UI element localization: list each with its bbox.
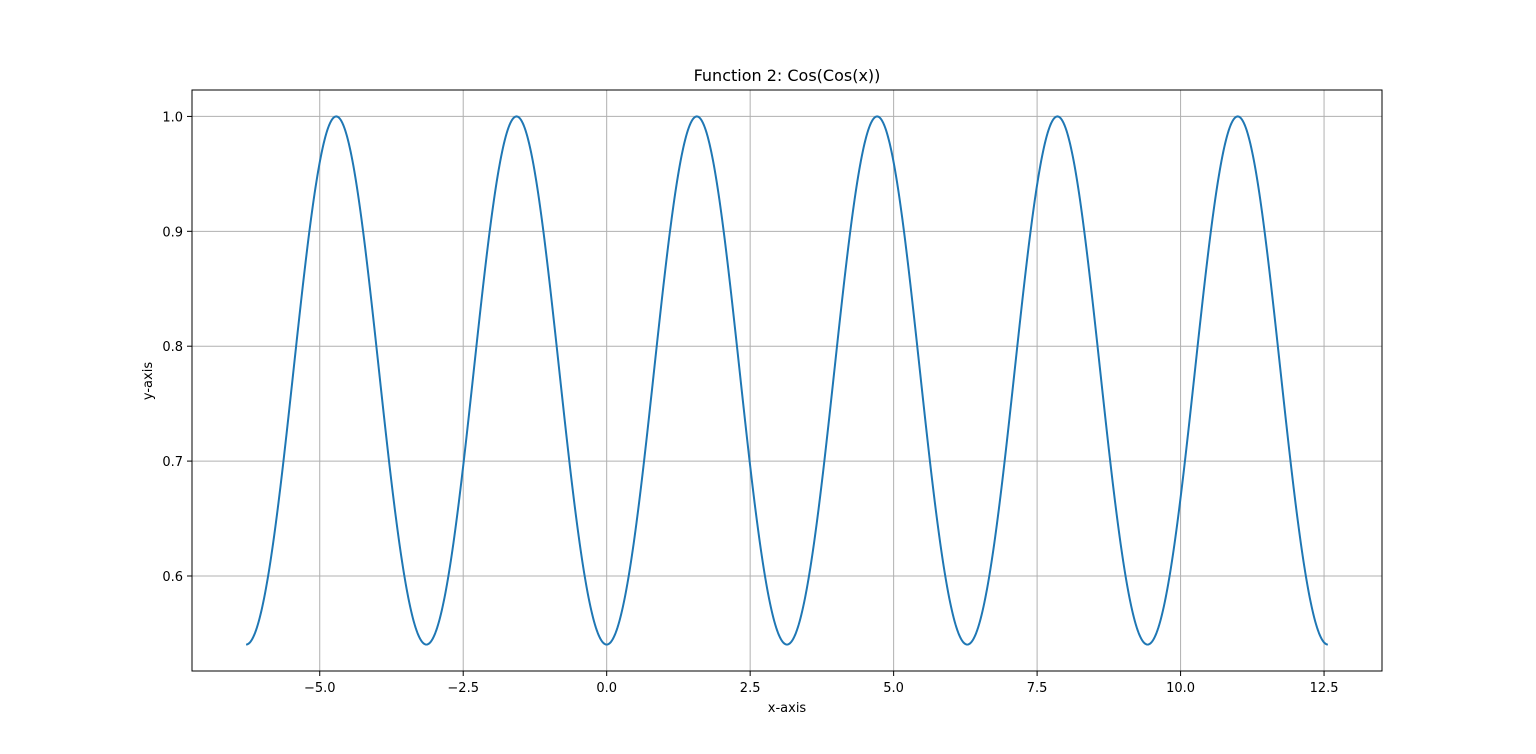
data-point — [538, 198, 540, 200]
data-point — [763, 573, 765, 575]
data-point — [1237, 115, 1239, 117]
data-point — [313, 198, 315, 200]
data-point — [786, 644, 788, 646]
y-axis-ticks: 0.6 0.7 0.8 0.9 1.0 — [162, 110, 192, 585]
data-point — [1147, 644, 1149, 646]
data-point — [493, 198, 495, 200]
data-point — [1034, 198, 1036, 200]
data-point — [335, 115, 337, 117]
y-tick-label: 1.0 — [162, 110, 183, 125]
x-tick-label: 0.0 — [596, 681, 617, 696]
series-layer — [245, 115, 1329, 646]
data-point — [899, 198, 901, 200]
x-tick-label: 2.5 — [740, 681, 761, 696]
x-tick-label: 5.0 — [883, 681, 904, 696]
x-tick-label: 10.0 — [1166, 681, 1195, 696]
data-point — [470, 391, 472, 393]
x-tick-label: −2.5 — [447, 681, 479, 696]
data-point — [1101, 391, 1103, 393]
x-tick-label: −5.0 — [304, 681, 336, 696]
data-point — [741, 391, 743, 393]
y-tick-label: 0.6 — [162, 570, 183, 585]
data-point — [268, 573, 270, 575]
data-point — [1124, 573, 1126, 575]
data-point — [1304, 573, 1306, 575]
data-point — [921, 391, 923, 393]
data-point — [516, 115, 518, 117]
data-point — [1214, 198, 1216, 200]
data-point — [696, 115, 698, 117]
data-point — [561, 391, 563, 393]
data-point — [966, 644, 968, 646]
data-point — [628, 573, 630, 575]
data-point — [1169, 573, 1171, 575]
chart-title: Function 2: Cos(Cos(x)) — [694, 66, 881, 85]
data-point — [854, 198, 856, 200]
data-point — [583, 573, 585, 575]
x-tick-label: 12.5 — [1310, 681, 1339, 696]
data-point — [809, 573, 811, 575]
data-point — [944, 573, 946, 575]
data-point — [290, 391, 292, 393]
data-point — [245, 644, 247, 646]
data-point — [1327, 644, 1329, 646]
data-point — [1282, 391, 1284, 393]
data-point — [989, 573, 991, 575]
data-point — [380, 391, 382, 393]
x-tick-label: 7.5 — [1027, 681, 1048, 696]
data-point — [651, 391, 653, 393]
data-point — [1192, 391, 1194, 393]
x-axis-label: x-axis — [768, 701, 807, 716]
plot-frame — [191, 89, 1383, 672]
data-point — [831, 391, 833, 393]
y-tick-label: 0.7 — [162, 455, 183, 470]
data-point — [718, 198, 720, 200]
data-point — [1011, 391, 1013, 393]
data-point — [606, 644, 608, 646]
data-point — [448, 573, 450, 575]
data-point — [358, 198, 360, 200]
data-point — [673, 198, 675, 200]
data-point — [1056, 115, 1058, 117]
y-axis-label: y-axis — [141, 362, 156, 400]
data-point — [425, 644, 427, 646]
data-point — [1079, 198, 1081, 200]
x-axis-ticks: −5.0 −2.5 0.0 2.5 5.0 7.5 10.0 12.5 — [304, 671, 1339, 696]
data-point — [403, 573, 405, 575]
data-point — [876, 115, 878, 117]
y-tick-label: 0.8 — [162, 340, 183, 355]
series-line — [245, 115, 1328, 646]
data-point — [1259, 198, 1261, 200]
y-tick-label: 0.9 — [162, 225, 183, 240]
